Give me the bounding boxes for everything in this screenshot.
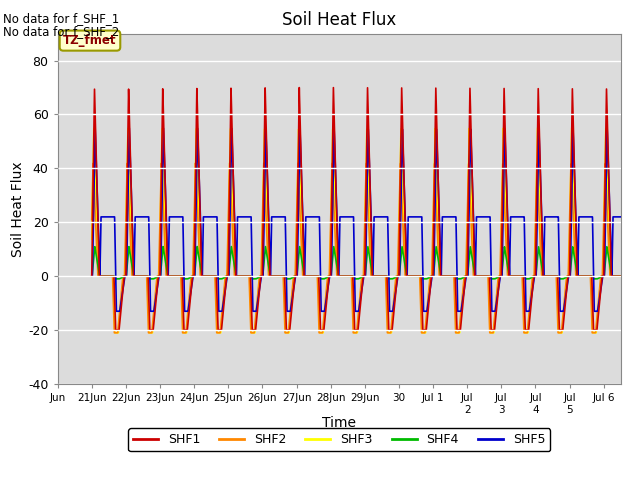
Legend: SHF1, SHF2, SHF3, SHF4, SHF5: SHF1, SHF2, SHF3, SHF4, SHF5	[128, 428, 550, 451]
Text: TZ_fmet: TZ_fmet	[63, 34, 116, 47]
Title: Soil Heat Flux: Soil Heat Flux	[282, 11, 396, 29]
Text: No data for f_SHF_1: No data for f_SHF_1	[3, 12, 120, 25]
Y-axis label: Soil Heat Flux: Soil Heat Flux	[12, 161, 26, 257]
X-axis label: Time: Time	[322, 416, 356, 430]
Text: No data for f_SHF_2: No data for f_SHF_2	[3, 25, 120, 38]
